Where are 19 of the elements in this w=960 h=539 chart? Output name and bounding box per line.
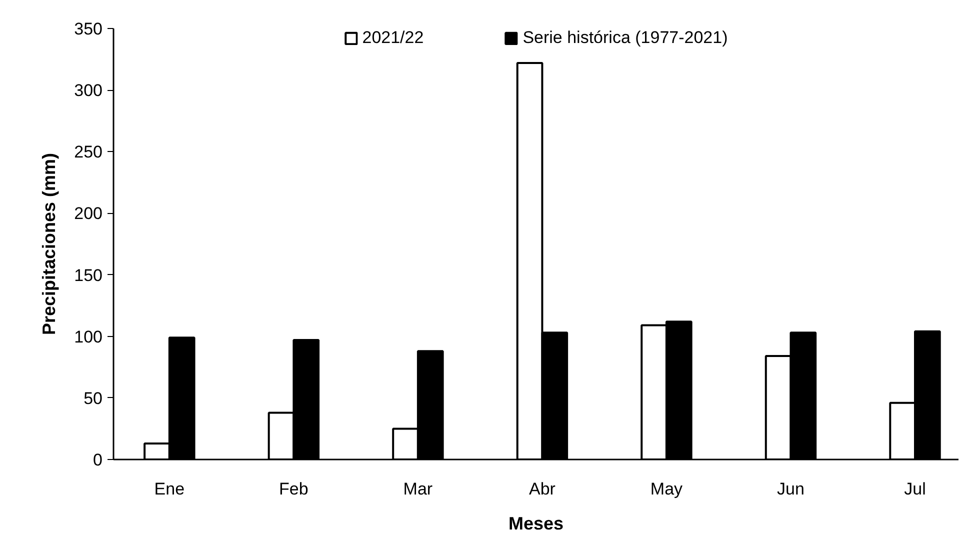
y-tick-label: 250: [74, 142, 103, 162]
y-tick-label: 50: [84, 388, 103, 408]
y-tick-label: 200: [74, 204, 103, 224]
y-axis-title: Precipitaciones (mm): [39, 152, 60, 336]
x-tick-label: Abr: [528, 480, 556, 498]
legend-label: Serie histórica (1977-2021): [522, 28, 728, 48]
y-tick-label: 150: [74, 266, 103, 285]
x-tick-label: May: [650, 480, 684, 498]
x-tick-label: Feb: [279, 480, 308, 498]
x-tick-label: Jul: [904, 480, 926, 498]
x-axis-title: Meses: [508, 514, 564, 534]
x-tick-label: Mar: [403, 480, 433, 498]
legend-label: 2021/22: [362, 28, 424, 48]
x-tick-label: Jun: [777, 480, 804, 498]
x-tick-label: Ene: [154, 480, 185, 498]
y-tick-label: 100: [74, 327, 103, 346]
y-tick-label: 350: [74, 20, 103, 38]
y-tick-label: 0: [93, 450, 103, 470]
y-tick-label: 300: [74, 81, 103, 100]
